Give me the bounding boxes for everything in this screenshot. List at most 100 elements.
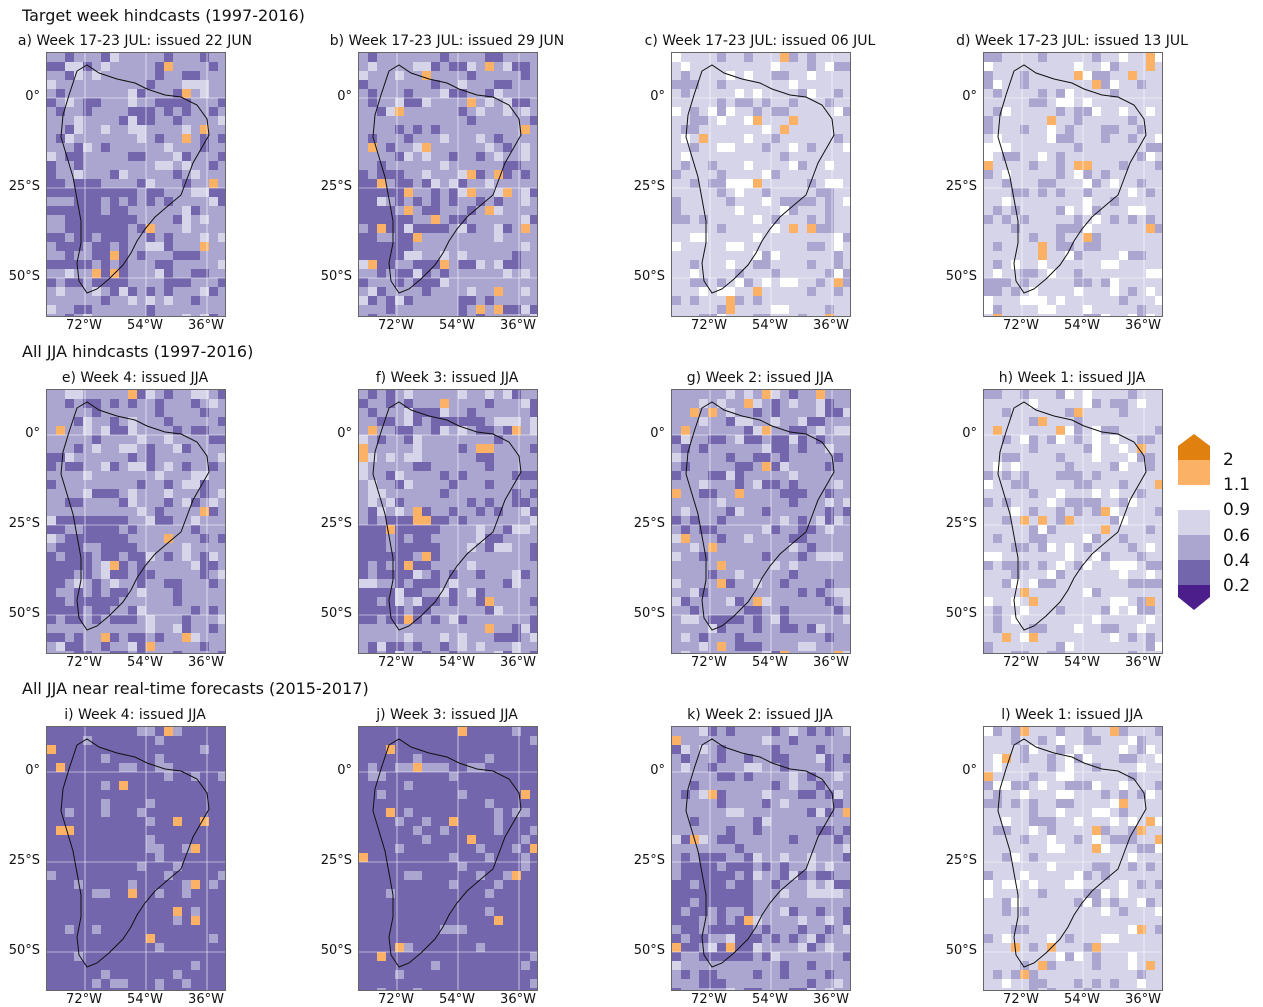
heatmap-cell	[1092, 71, 1101, 80]
heatmap-cell	[404, 53, 413, 62]
heatmap-cell	[1083, 543, 1092, 552]
heatmap-cell	[762, 161, 771, 170]
heatmap-cell	[101, 98, 110, 107]
heatmap-cell	[753, 197, 762, 206]
heatmap-cell	[359, 305, 368, 314]
heatmap-cell	[690, 579, 699, 588]
heatmap-cell	[1074, 435, 1083, 444]
heatmap-cell	[137, 534, 146, 543]
heatmap-cell	[681, 426, 690, 435]
heatmap-cell	[1029, 543, 1038, 552]
heatmap-cell	[1128, 80, 1137, 89]
heatmap-cell	[726, 525, 735, 534]
heatmap-cell	[503, 507, 512, 516]
heatmap-cell	[173, 242, 182, 251]
heatmap-cell	[807, 615, 816, 624]
heatmap-cell	[708, 597, 717, 606]
heatmap-cell	[119, 507, 128, 516]
heatmap-cell	[128, 287, 137, 296]
heatmap-cell	[155, 516, 164, 525]
heatmap-cell	[1155, 633, 1162, 642]
heatmap-cell	[485, 399, 494, 408]
heatmap-cell	[386, 98, 395, 107]
heatmap-cell	[521, 462, 530, 471]
heatmap-cell	[1110, 615, 1119, 624]
heatmap-cell	[359, 269, 368, 278]
heatmap-cell	[1146, 224, 1155, 233]
heatmap-cell	[92, 143, 101, 152]
heatmap-cell	[753, 552, 762, 561]
heatmap-cell	[744, 435, 753, 444]
heatmap-cell	[173, 251, 182, 260]
heatmap-cell	[83, 260, 92, 269]
heatmap-cell	[807, 224, 816, 233]
heatmap-cell	[834, 89, 843, 98]
heatmap-cell	[735, 534, 744, 543]
heatmap-cell	[1119, 107, 1128, 116]
heatmap-cell	[458, 179, 467, 188]
heatmap-cell	[386, 426, 395, 435]
heatmap-cell	[209, 305, 218, 314]
heatmap-cell	[200, 305, 209, 314]
heatmap-cell	[1083, 170, 1092, 179]
heatmap-cell	[512, 305, 521, 314]
heatmap-cell	[155, 296, 164, 305]
heatmap-cell	[47, 624, 56, 633]
heatmap-cell	[780, 651, 789, 653]
heatmap-cell	[218, 278, 225, 287]
heatmap-cell	[834, 197, 843, 206]
heatmap-cell	[47, 89, 56, 98]
heatmap-cell	[56, 651, 65, 653]
heatmap-cell	[530, 453, 537, 462]
heatmap-cell	[726, 444, 735, 453]
heatmap-cell	[485, 579, 494, 588]
heatmap-cell	[834, 489, 843, 498]
heatmap-cell	[155, 453, 164, 462]
heatmap-cell	[494, 287, 503, 296]
heatmap-cell	[83, 107, 92, 116]
heatmap-cell	[744, 296, 753, 305]
heatmap-cell	[56, 561, 65, 570]
heatmap-cell	[699, 287, 708, 296]
heatmap-cell	[1110, 417, 1119, 426]
heatmap-cell	[503, 53, 512, 62]
heatmap-cell	[404, 525, 413, 534]
heatmap-cell	[146, 197, 155, 206]
heatmap-cell	[798, 642, 807, 651]
heatmap-cell	[359, 251, 368, 260]
heatmap-cell	[440, 305, 449, 314]
heatmap-cell	[503, 516, 512, 525]
panel-title: b) Week 17-23 JUL: issued 29 JUN	[322, 33, 572, 49]
heatmap-cell	[404, 125, 413, 134]
heatmap-cell	[110, 480, 119, 489]
heatmap-cell	[744, 89, 753, 98]
heatmap-cell	[690, 642, 699, 651]
heatmap-cell	[1101, 552, 1110, 561]
heatmap-cell	[155, 579, 164, 588]
heatmap-cell	[92, 633, 101, 642]
heatmap-cell	[1083, 296, 1092, 305]
heatmap-cell	[56, 197, 65, 206]
heatmap-cell	[789, 116, 798, 125]
heatmap-cell	[1047, 543, 1056, 552]
heatmap-cell	[735, 579, 744, 588]
heatmap-cell	[476, 633, 485, 642]
heatmap-cell	[780, 125, 789, 134]
heatmap-cell	[146, 161, 155, 170]
heatmap-cell	[173, 62, 182, 71]
heatmap-cell	[368, 633, 377, 642]
heatmap-cell	[726, 161, 735, 170]
heatmap-cell	[771, 642, 780, 651]
heatmap-cell	[386, 552, 395, 561]
heatmap-cell	[1083, 624, 1092, 633]
heatmap-cell	[74, 143, 83, 152]
heatmap-cell	[218, 314, 225, 316]
heatmap-cell	[191, 444, 200, 453]
heatmap-cell	[200, 134, 209, 143]
heatmap-cell	[771, 251, 780, 260]
heatmap-cell	[1155, 287, 1162, 296]
heatmap-cell	[1029, 624, 1038, 633]
heatmap-cell	[530, 561, 537, 570]
heatmap-cell	[83, 754, 92, 763]
heatmap-cell	[1002, 251, 1011, 260]
